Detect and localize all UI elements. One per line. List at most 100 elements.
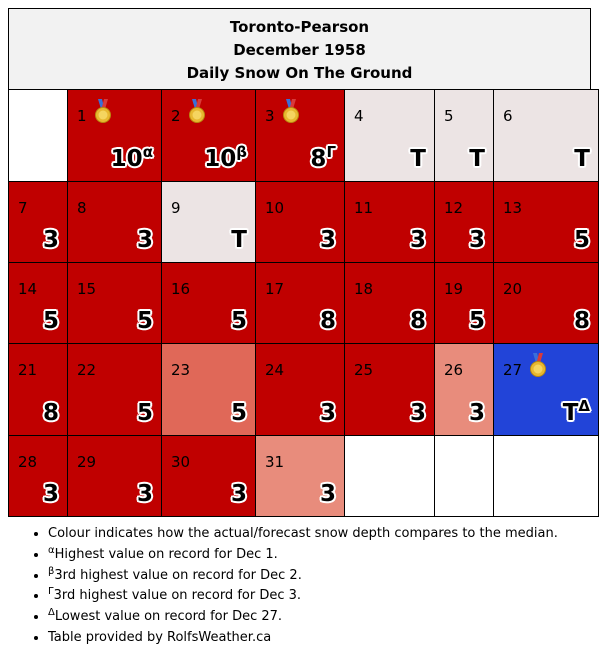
snow-depth-value: T <box>574 146 590 172</box>
snow-depth-value: 3 <box>137 481 153 507</box>
snow-depth-number: 3 <box>468 400 485 426</box>
calendar-header: Toronto-Pearson December 1958 Daily Snow… <box>8 8 591 90</box>
snow-depth-number: 8 <box>310 146 327 172</box>
day-cell: 26 3 <box>434 343 494 436</box>
day-number: 12 <box>444 199 464 217</box>
snow-depth-number: 5 <box>42 308 59 334</box>
snow-depth-value: TΔ <box>562 397 590 427</box>
day-number: 23 <box>171 361 191 379</box>
snow-depth-number: 5 <box>230 400 247 426</box>
legend-note: Colour indicates how the actual/forecast… <box>48 524 558 545</box>
calendar-week-row: 21 8 22 5 23 5 24 3 25 3 26 3 27 TΔ <box>8 343 599 436</box>
snow-depth-value: 3 <box>320 481 336 507</box>
day-number: 26 <box>444 361 464 379</box>
day-number: 8 <box>77 199 87 217</box>
day-cell: 30 3 <box>161 435 256 517</box>
record-marker: Γ <box>326 143 336 161</box>
day-number: 15 <box>77 280 97 298</box>
record-marker: α <box>142 143 153 161</box>
snow-depth-number: T <box>562 400 579 426</box>
note-text: 3rd highest value on record for Dec 2. <box>54 567 302 583</box>
record-marker: Δ <box>578 397 590 415</box>
day-cell: 20 8 <box>493 262 599 344</box>
legend-notes: Colour indicates how the actual/forecast… <box>8 524 558 649</box>
snow-depth-value: 8 <box>410 308 426 334</box>
snow-depth-number: T <box>574 146 590 172</box>
calendar-week-row: 7 3 8 3 9 T 10 3 11 3 12 3 13 5 <box>8 181 599 263</box>
day-cell: 2 10β <box>161 89 256 182</box>
legend-note: Table provided by RolfsWeather.ca <box>48 628 558 649</box>
snow-depth-number: 10 <box>110 146 143 172</box>
snow-depth-value: 8 <box>43 400 59 426</box>
note-marker: α <box>48 544 55 556</box>
snow-depth-value: 5 <box>137 400 153 426</box>
day-cell: 17 8 <box>255 262 345 344</box>
day-cell: 27 TΔ <box>493 343 599 436</box>
day-number: 16 <box>171 280 191 298</box>
snow-depth-value: 5 <box>574 227 590 253</box>
day-number: 31 <box>265 453 285 471</box>
day-number: 2 <box>171 107 181 125</box>
note-text: Colour indicates how the actual/forecast… <box>48 526 558 541</box>
record-marker: β <box>236 143 247 161</box>
day-cell: 14 5 <box>8 262 68 344</box>
snow-depth-value: 3 <box>43 227 59 253</box>
day-number: 4 <box>354 107 364 125</box>
day-cell: 23 5 <box>161 343 256 436</box>
snow-depth-value: T <box>231 227 247 253</box>
day-cell: 28 3 <box>8 435 68 517</box>
medal-icon <box>93 98 113 124</box>
snow-depth-number: 8 <box>42 400 59 426</box>
snow-depth-value: 3 <box>469 400 485 426</box>
note-text: Highest value on record for Dec 1. <box>54 546 278 562</box>
day-cell: 1 10α <box>67 89 162 182</box>
snow-depth-value: 10α <box>110 143 153 173</box>
day-number: 28 <box>18 453 38 471</box>
snow-depth-number: 5 <box>230 308 247 334</box>
snow-depth-number: 3 <box>136 227 153 253</box>
snow-depth-number: 3 <box>42 481 59 507</box>
snow-depth-value: 5 <box>231 308 247 334</box>
day-cell: 29 3 <box>67 435 162 517</box>
snow-depth-value: 3 <box>410 227 426 253</box>
snow-depth-number: 3 <box>319 400 336 426</box>
snow-depth-number: 8 <box>319 308 336 334</box>
empty-day-cell <box>344 435 435 517</box>
snow-depth-number: 5 <box>136 308 153 334</box>
snow-depth-number: 3 <box>409 227 426 253</box>
note-marker: Δ <box>48 607 55 619</box>
snow-depth-value: 3 <box>137 227 153 253</box>
day-cell: 31 3 <box>255 435 345 517</box>
snow-depth-number: 3 <box>136 481 153 507</box>
empty-day-cell <box>434 435 494 517</box>
snow-depth-value: 5 <box>469 308 485 334</box>
day-number: 5 <box>444 107 454 125</box>
snow-depth-number: 8 <box>573 308 590 334</box>
day-number: 22 <box>77 361 97 379</box>
snow-calendar: 1 10α 2 10β 3 8Γ 4 T 5 T 6 T 7 3 8 3 9 T 10 3 11 3 12 3 13 5 14 5 15… <box>8 89 599 517</box>
legend-note: ΔLowest value on record for Dec 27. <box>48 607 558 628</box>
snow-depth-value: T <box>469 146 485 172</box>
legend-note: β3rd highest value on record for Dec 2. <box>48 566 558 587</box>
day-number: 25 <box>354 361 374 379</box>
day-cell: 10 3 <box>255 181 345 263</box>
snow-depth-value: 8 <box>574 308 590 334</box>
legend-note: αHighest value on record for Dec 1. <box>48 545 558 566</box>
snow-depth-number: 3 <box>319 227 336 253</box>
snow-depth-value: 10β <box>204 143 247 173</box>
snow-depth-value: T <box>410 146 426 172</box>
day-number: 14 <box>18 280 38 298</box>
medal-icon <box>528 352 548 378</box>
day-cell: 25 3 <box>344 343 435 436</box>
snow-depth-value: 3 <box>410 400 426 426</box>
day-number: 18 <box>354 280 374 298</box>
snow-depth-value: 5 <box>43 308 59 334</box>
snow-depth-value: 3 <box>43 481 59 507</box>
snow-depth-number: 5 <box>573 227 590 253</box>
station-title: Toronto-Pearson <box>229 18 370 36</box>
day-cell: 21 8 <box>8 343 68 436</box>
